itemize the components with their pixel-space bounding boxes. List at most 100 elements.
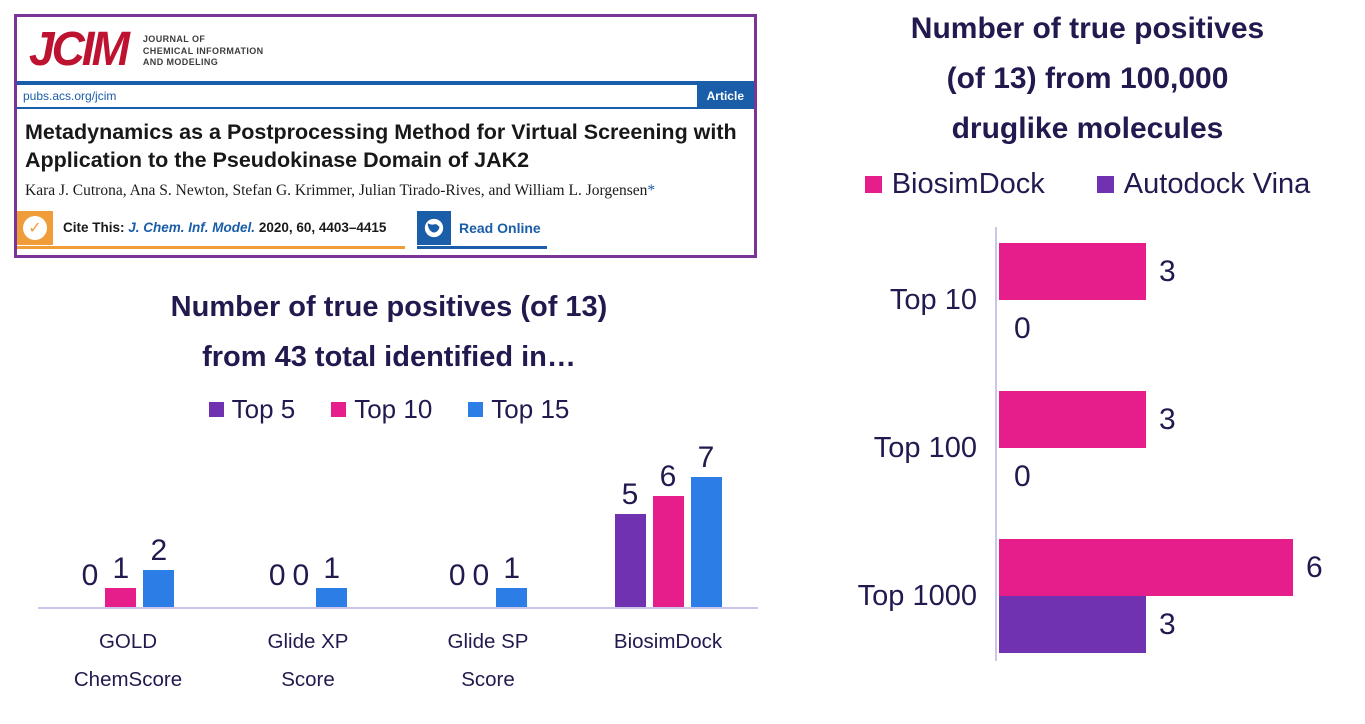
bar-slot: 1 <box>105 552 137 607</box>
bar-slot: 0 <box>269 561 286 607</box>
bar-top-10 <box>105 588 137 607</box>
cite-label: Cite This: <box>63 220 125 236</box>
legend-swatch <box>864 176 882 193</box>
data-label: 0 <box>81 559 99 592</box>
data-label: 2 <box>150 534 168 567</box>
bar-row: Top 100 3 0 <box>810 391 1365 505</box>
bar-slot: 1 <box>496 552 528 607</box>
legend-label: Top 10 <box>354 394 433 424</box>
legend-label: Autodock Vina <box>1123 168 1311 200</box>
data-label: 0 <box>448 559 466 592</box>
x-axis-label: Glide SP Score <box>447 630 529 691</box>
cite-this-section[interactable]: ✓ Cite This: J. Chem. Inf. Model. 2020, … <box>17 209 405 250</box>
left-chart-legend: Top 5 Top 10 Top 15 <box>0 394 778 425</box>
bar-row: Top 1000 6 3 <box>810 539 1365 653</box>
right-chart-legend: BiosimDock Autodock Vina <box>810 168 1365 201</box>
data-label: 5 <box>621 478 639 511</box>
bar-slot: 0 <box>999 300 1176 357</box>
bar-top-10 <box>652 496 684 607</box>
right-chart-title: Number of true positives (of 13) from 10… <box>910 12 1265 145</box>
data-label: 3 <box>1159 254 1176 288</box>
bar-slot: 6 <box>999 539 1323 596</box>
x-axis-label: GOLD ChemScore <box>73 630 183 691</box>
globe-icon <box>417 210 451 245</box>
data-label: 0 <box>1014 459 1031 493</box>
data-label: 0 <box>268 559 286 592</box>
data-label: 3 <box>1159 607 1176 641</box>
bar-slot: 2 <box>143 534 175 607</box>
bar-biosimdock <box>999 539 1293 596</box>
paper-authors: Kara J. Cutrona, Ana S. Newton, Stefan G… <box>25 182 656 200</box>
bar-top-5 <box>614 514 646 607</box>
read-online-label[interactable]: Read Online <box>459 219 541 236</box>
bar-top-15 <box>690 477 722 607</box>
jcim-logo: JCIM <box>29 20 130 76</box>
bar-slot: 0 <box>449 561 466 607</box>
journal-name: Journal of Chemical Information and Mode… <box>142 34 264 68</box>
paper-title: Metadynamics as a Postprocessing Method … <box>25 120 737 172</box>
bar-slot: 0 <box>82 561 99 607</box>
data-label: 6 <box>1306 550 1323 584</box>
legend-swatch <box>331 402 347 417</box>
journal-header: JCIM Journal of Chemical Information and… <box>17 17 754 76</box>
legend-item: Top 15 <box>468 394 569 425</box>
data-label: 0 <box>292 559 310 592</box>
x-axis-label: Glide XP Score <box>267 630 349 691</box>
bar-slot: 0 <box>999 448 1176 505</box>
data-label: 1 <box>323 552 341 585</box>
bar-slot: 0 <box>293 561 310 607</box>
legend-swatch <box>468 402 484 417</box>
bar-top-15 <box>143 570 175 607</box>
bar-slot: 0 <box>473 561 490 607</box>
legend-swatch <box>1096 176 1114 193</box>
left-chart: Number of true positives (of 13) from 43… <box>0 282 778 699</box>
read-online-section[interactable]: Read Online <box>417 209 547 250</box>
journal-url-link[interactable]: pubs.acs.org/jcim <box>23 89 117 103</box>
article-type-badge: Article <box>696 85 754 107</box>
left-chart-title: Number of true positives (of 13) from 43… <box>170 291 608 373</box>
data-label: 1 <box>112 552 130 585</box>
bar-slot: 6 <box>652 460 684 607</box>
bar-slot: 1 <box>316 552 348 607</box>
bar-slot: 3 <box>999 391 1176 448</box>
legend-swatch <box>208 402 224 417</box>
bar-top-15 <box>496 588 528 607</box>
right-chart-plot: Top 10 3 0 Top 100 3 0 Top 1000 6 3 <box>810 227 1365 661</box>
bar-autodock-vina <box>999 596 1146 653</box>
article-card: JCIM Journal of Chemical Information and… <box>14 14 757 258</box>
bar-slot: 3 <box>999 243 1176 300</box>
bar-biosimdock <box>999 243 1146 300</box>
legend-item: Top 10 <box>331 394 432 425</box>
cite-bar: ✓ Cite This: J. Chem. Inf. Model. 2020, … <box>17 209 754 250</box>
bar-slot: 3 <box>999 596 1323 653</box>
cite-reference: 2020, 60, 4403–4415 <box>258 220 387 236</box>
bar-slot: 7 <box>690 441 722 607</box>
legend-label: BiosimDock <box>891 168 1045 200</box>
data-label: 7 <box>697 441 715 474</box>
bar-biosimdock <box>999 391 1146 448</box>
y-axis-label: Top 100 <box>873 431 977 464</box>
legend-item: BiosimDock <box>864 168 1045 201</box>
legend-item: Top 5 <box>208 394 295 425</box>
cite-journal[interactable]: J. Chem. Inf. Model. <box>128 220 256 236</box>
data-label: 6 <box>659 460 677 493</box>
legend-item: Autodock Vina <box>1096 168 1311 201</box>
right-chart: Number of true positives (of 13) from 10… <box>810 4 1365 661</box>
data-label: 0 <box>472 559 490 592</box>
bar-row: Top 10 3 0 <box>810 243 1365 357</box>
data-label: 1 <box>503 552 521 585</box>
bar-top-15 <box>316 588 348 607</box>
legend-label: Top 15 <box>491 394 570 424</box>
right-chart-axis-line <box>995 227 997 661</box>
y-axis-label: Top 1000 <box>857 579 977 612</box>
cite-check-icon: ✓ <box>17 210 53 245</box>
data-label: 3 <box>1159 402 1176 436</box>
corresponding-author-mark: * <box>647 182 656 200</box>
